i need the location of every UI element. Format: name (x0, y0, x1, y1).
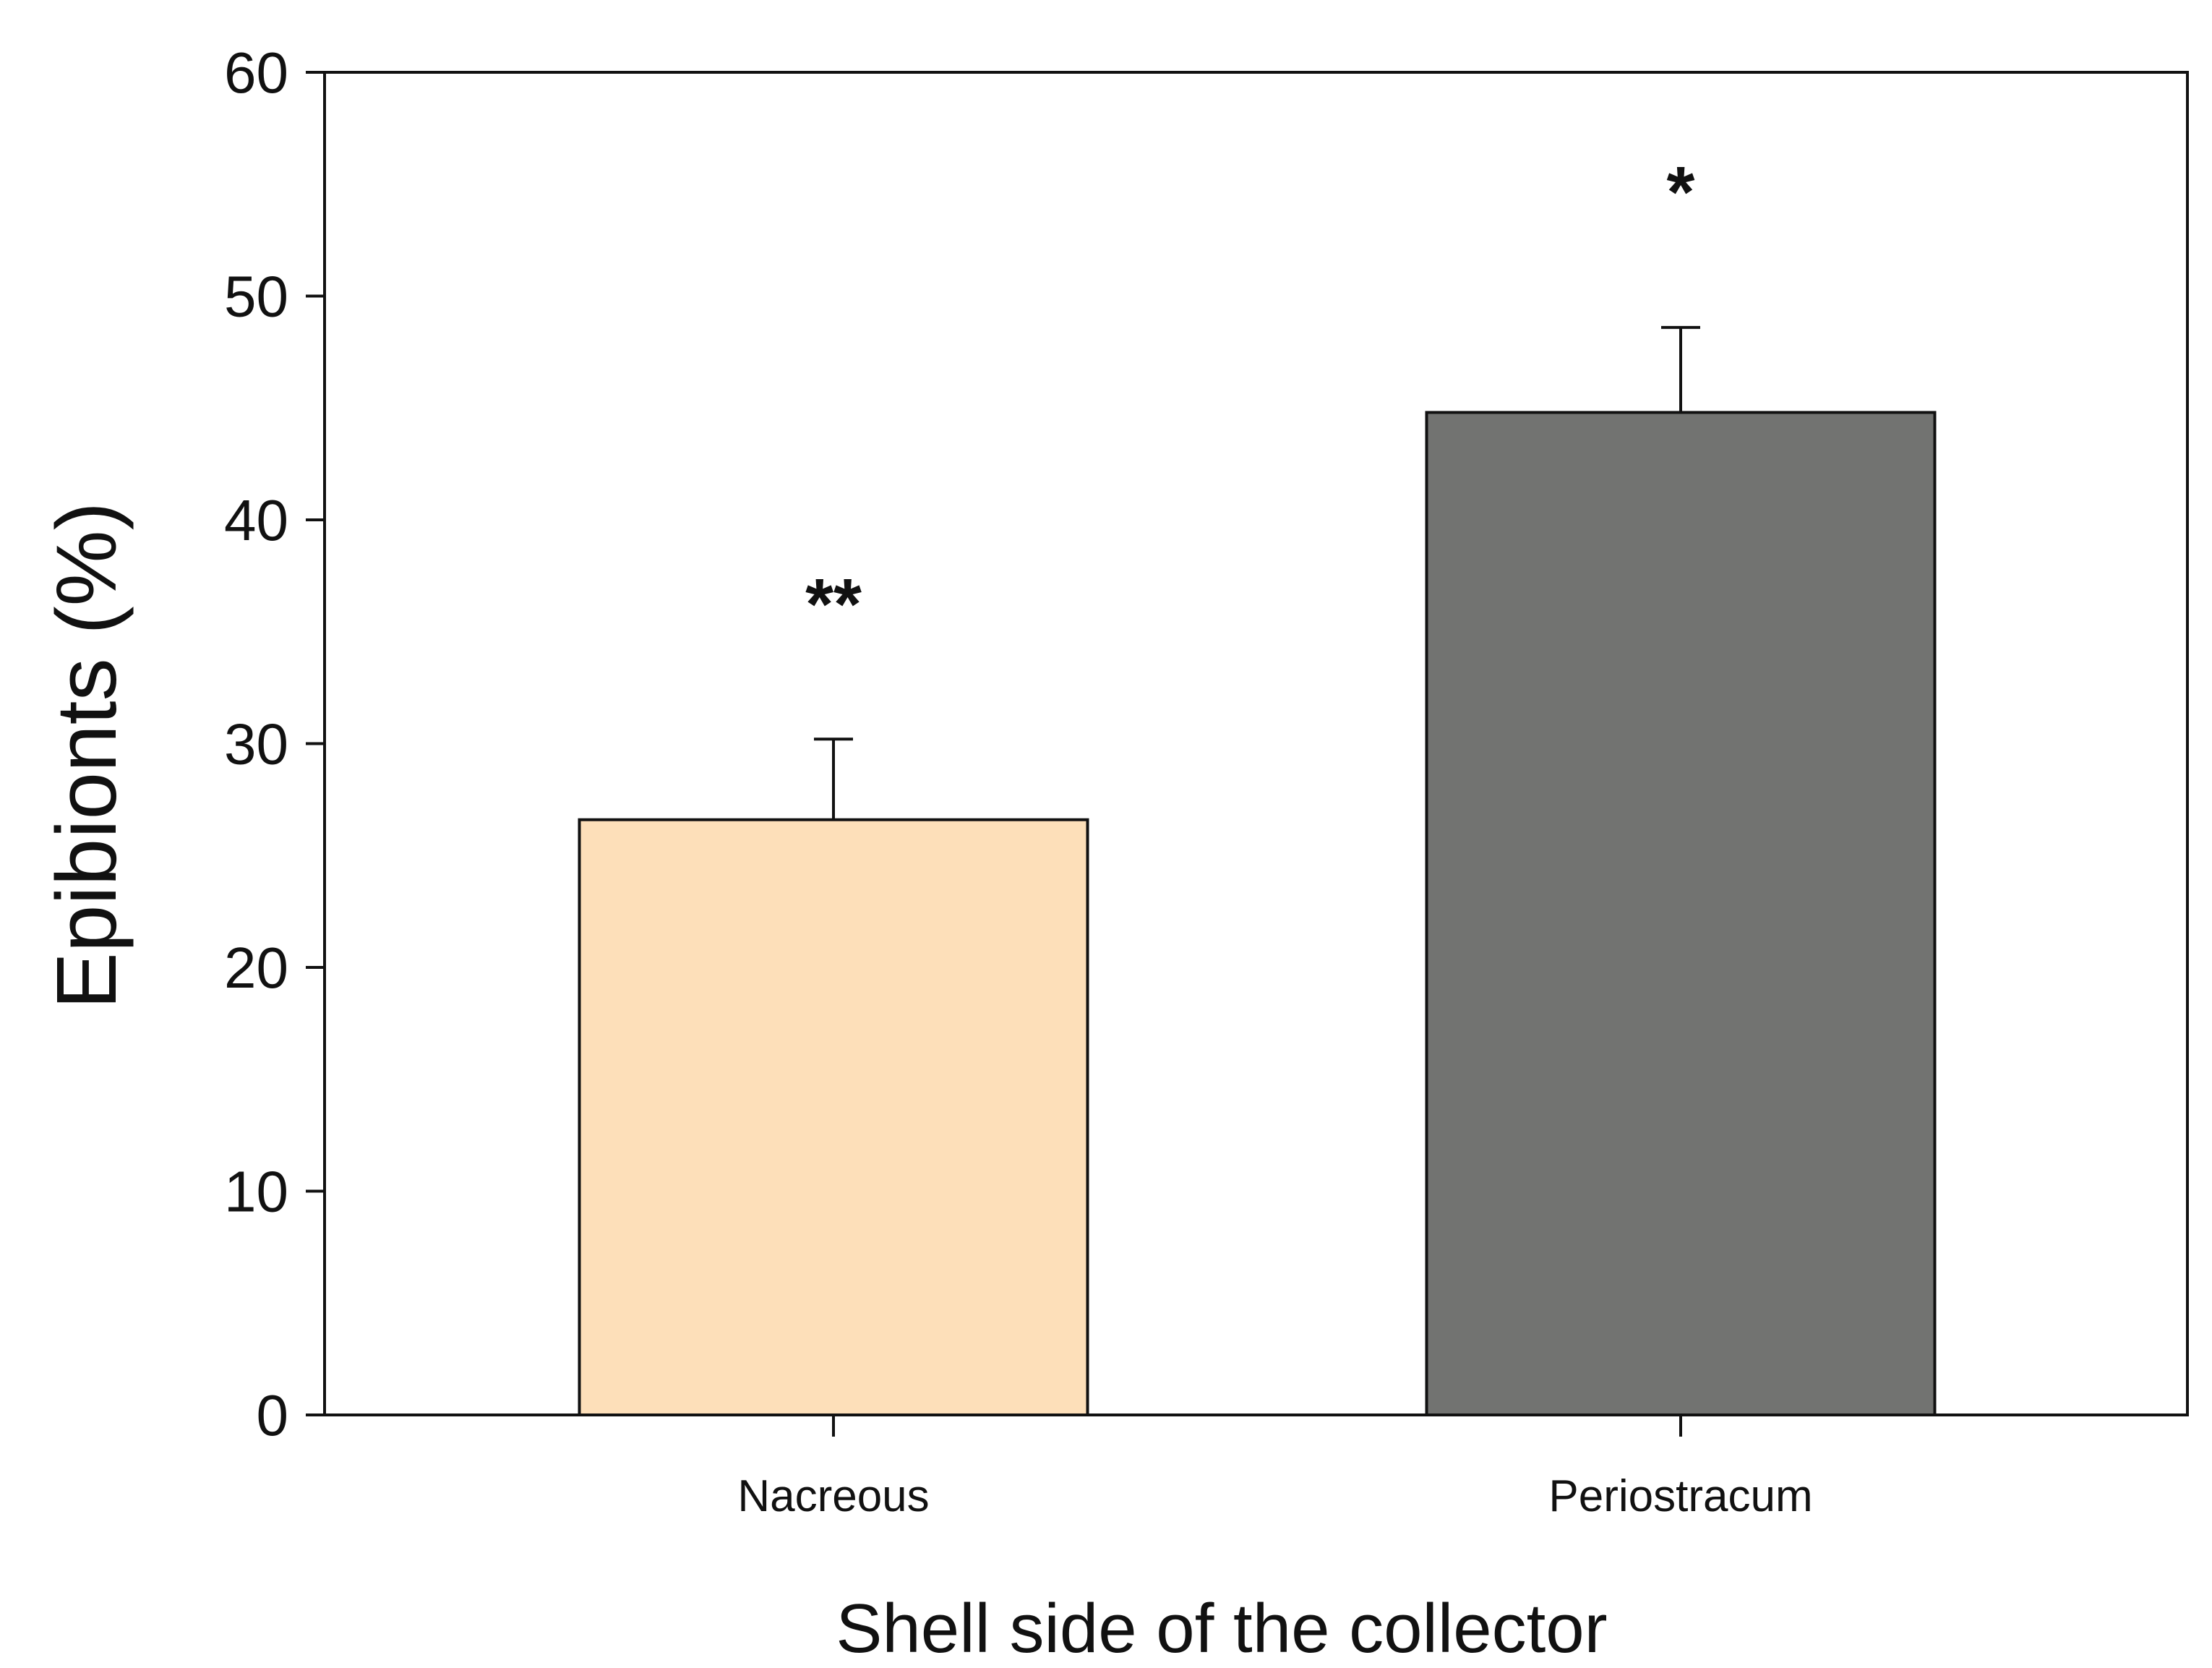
significance-mark-periostracum: * (1667, 152, 1695, 233)
bar-nacreous (578, 818, 1089, 1416)
x-axis-categories: Nacreous Periostracum (737, 1415, 1813, 1521)
x-category-label: Nacreous (737, 1471, 929, 1521)
significance-mark-nacreous: ** (805, 564, 862, 645)
bar-periostracum (1425, 411, 1937, 1417)
y-tick-label: 20 (224, 936, 288, 1000)
y-tick-label: 10 (224, 1160, 288, 1224)
y-tick-label: 0 (257, 1383, 289, 1447)
y-axis-title: Epibionts (%) (39, 502, 134, 1009)
x-axis-title: Shell side of the collector (836, 1590, 1607, 1667)
error-bars (814, 325, 1700, 820)
plot-frame (323, 71, 2189, 1416)
significance-annotations: *** (805, 152, 1694, 645)
y-axis-ticks: 0 10 20 30 40 50 60 (224, 40, 325, 1447)
y-tick-label: 40 (224, 488, 288, 552)
x-category-label: Periostracum (1548, 1471, 1812, 1521)
y-tick-label: 60 (224, 40, 288, 105)
bars (578, 411, 1937, 1417)
y-tick-label: 30 (224, 712, 288, 777)
y-tick-label: 50 (224, 265, 288, 329)
